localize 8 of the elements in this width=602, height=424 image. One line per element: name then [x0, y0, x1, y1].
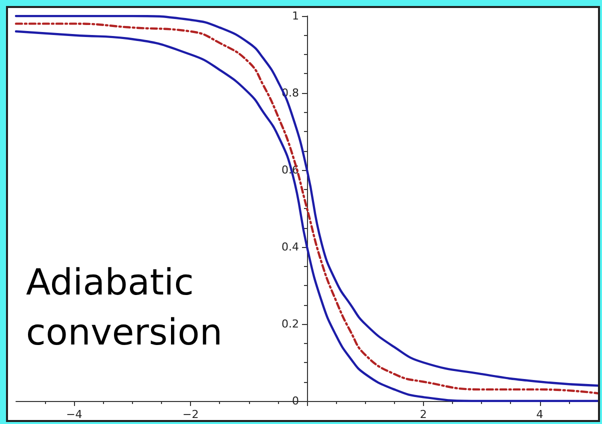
x-tick-label: −4	[66, 408, 82, 421]
y-tick-label: 1	[292, 10, 299, 22]
x-tick-label: 2	[420, 408, 427, 421]
y-tick-label: 0.2	[282, 318, 299, 330]
x-tick-label: −2	[182, 408, 199, 421]
x-tick-label: 4	[536, 408, 544, 421]
annotation: Adiabatic conversion	[26, 262, 222, 354]
y-tick-label: 0.4	[282, 240, 299, 254]
